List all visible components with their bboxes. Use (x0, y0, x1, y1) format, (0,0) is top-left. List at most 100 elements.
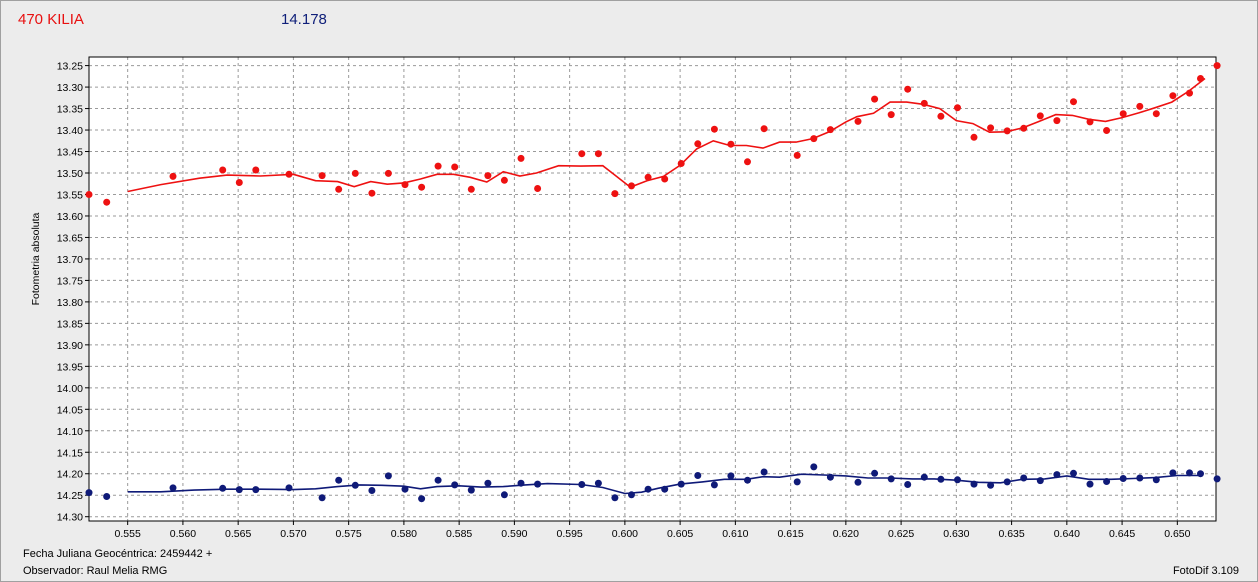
y-tick-label: 13.30 (57, 82, 83, 94)
data-point (871, 95, 879, 103)
series-1 (85, 62, 1221, 206)
data-point (887, 111, 895, 119)
data-point (1136, 102, 1144, 110)
data-point (1036, 112, 1044, 120)
data-point (335, 476, 343, 484)
data-point (467, 486, 475, 494)
data-point (1086, 118, 1094, 126)
x-tick-label: 0.630 (943, 528, 969, 540)
x-tick-label: 0.600 (612, 528, 638, 540)
data-point (793, 151, 801, 159)
data-point (500, 176, 508, 184)
data-point (418, 495, 426, 503)
data-point (500, 491, 508, 499)
data-point (760, 125, 768, 133)
data-point (252, 486, 260, 494)
data-point (793, 478, 801, 486)
data-point (351, 481, 359, 489)
x-tick-label: 0.640 (1054, 528, 1080, 540)
data-point (1020, 124, 1028, 132)
data-point (854, 478, 862, 486)
data-point (1186, 89, 1193, 97)
data-point (1169, 469, 1177, 477)
data-point (904, 85, 912, 93)
x-tick-label: 0.645 (1109, 528, 1135, 540)
y-tick-label: 13.60 (57, 211, 83, 223)
x-tick-label: 0.635 (998, 528, 1024, 540)
y-tick-label: 13.95 (57, 361, 83, 373)
x-tick-label: 0.605 (667, 528, 693, 540)
data-point (85, 191, 93, 198)
data-point (252, 166, 260, 174)
data-point (810, 135, 818, 143)
y-tick-label: 14.30 (57, 512, 83, 524)
data-point (987, 481, 995, 489)
grid-lines (89, 57, 1216, 521)
y-tick-label: 14.00 (57, 383, 83, 395)
data-point (826, 126, 834, 134)
data-point (710, 481, 718, 489)
data-point (594, 150, 602, 158)
data-point (871, 469, 879, 477)
data-point (85, 489, 93, 497)
y-tick-label: 13.40 (57, 125, 83, 137)
data-point (578, 481, 586, 488)
data-point (611, 190, 619, 198)
data-point (1152, 476, 1160, 484)
x-tick-label: 0.595 (556, 528, 582, 540)
data-point (451, 163, 459, 171)
data-point (484, 172, 492, 180)
data-point (710, 125, 718, 133)
data-point (517, 479, 525, 487)
data-point (401, 181, 409, 189)
data-point (854, 117, 862, 125)
data-point (937, 475, 945, 483)
version-label: FotoDif 3.109 (1172, 565, 1239, 577)
x-tick-label: 0.570 (280, 528, 306, 540)
data-point (1003, 478, 1011, 486)
data-point (285, 484, 293, 492)
data-point (434, 476, 442, 484)
data-point (1020, 474, 1028, 482)
y-tick-label: 14.15 (57, 447, 83, 459)
data-point (628, 491, 635, 499)
data-point (401, 485, 409, 493)
data-point (744, 158, 751, 166)
x-tick-label: 0.610 (722, 528, 748, 540)
series-1-trend-line (127, 77, 1206, 193)
data-point (1053, 117, 1061, 125)
x-tick-label: 0.585 (446, 528, 472, 540)
y-tick-label: 14.25 (57, 490, 83, 502)
data-point (937, 112, 945, 120)
y-tick-label: 13.45 (57, 147, 83, 159)
x-tick-label: 0.555 (115, 528, 141, 540)
y-tick-label: 13.50 (57, 168, 83, 180)
series-2 (85, 463, 1221, 503)
y-tick-label: 14.05 (57, 404, 83, 416)
data-point (987, 124, 995, 132)
data-point (235, 486, 243, 494)
x-tick-labels: 0.555 0.560 0.565 0.570 0.575 0.580 0.585 0.590… (115, 528, 1191, 540)
data-point (810, 463, 818, 471)
y-tick-label: 13.80 (57, 297, 83, 309)
data-point (517, 154, 525, 162)
data-point (484, 479, 492, 487)
data-point (351, 169, 359, 177)
observer-label: Observador: Raul Melia RMG (23, 565, 168, 577)
data-point (760, 468, 768, 476)
y-tick-label: 13.90 (57, 340, 83, 352)
data-point (451, 481, 459, 489)
data-point (1119, 475, 1127, 482)
data-point (727, 140, 735, 148)
data-point (1103, 127, 1111, 134)
data-point (1197, 470, 1204, 478)
data-point (970, 480, 978, 488)
data-point (318, 494, 326, 502)
y-axis-label: Fotometria absoluta (30, 212, 42, 305)
data-point (1169, 92, 1177, 100)
x-tick-label: 0.575 (336, 528, 362, 540)
data-point (1197, 75, 1204, 82)
data-point (103, 198, 111, 206)
data-point (1003, 127, 1011, 135)
